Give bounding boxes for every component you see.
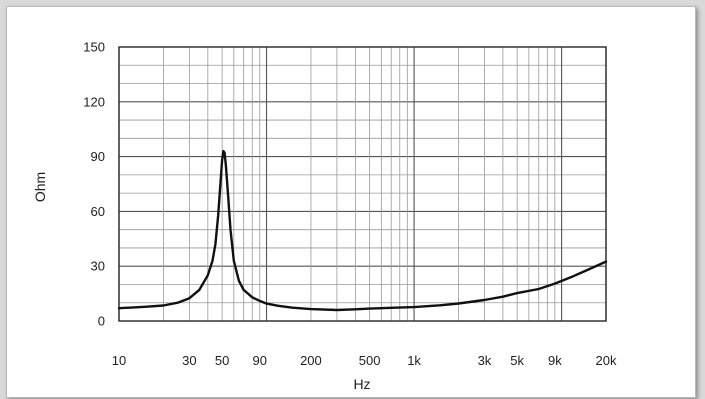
x-tick-label: 500 xyxy=(359,353,381,368)
x-tick-labels: 10 30 50 90 200 500 1k 3k 5k 9k 20k xyxy=(112,353,617,368)
x-tick-label: 1k xyxy=(407,353,421,368)
x-tick-label: 30 xyxy=(182,353,196,368)
y-tick-label: 60 xyxy=(91,204,105,219)
x-tick-label: 9k xyxy=(548,353,562,368)
y-tick-label: 120 xyxy=(83,94,105,109)
plot-area-background xyxy=(119,47,606,321)
x-tick-label: 200 xyxy=(300,353,322,368)
x-tick-label: 90 xyxy=(253,353,267,368)
x-tick-label: 5k xyxy=(510,353,524,368)
series-layer xyxy=(117,149,608,312)
plot-area-border xyxy=(118,46,607,322)
x-tick-label: 10 xyxy=(112,353,126,368)
impedance-curve xyxy=(117,149,608,312)
x-axis-title: Hz xyxy=(353,376,370,392)
chart-frame: 0 30 60 90 120 150 10 30 50 90 200 500 1k 3k 5k 9k 20k … xyxy=(6,6,696,398)
grid-layer xyxy=(118,46,607,322)
y-axis-title: Ohm xyxy=(32,172,48,202)
y-tick-label: 150 xyxy=(83,40,105,55)
y-tick-label: 90 xyxy=(91,149,105,164)
x-tick-label: 50 xyxy=(215,353,229,368)
y-tick-label: 0 xyxy=(98,314,105,329)
x-tick-label: 3k xyxy=(478,353,492,368)
x-tick-label: 20k xyxy=(596,353,617,368)
y-tick-labels: 0 30 60 90 120 150 xyxy=(83,40,105,329)
y-tick-label: 30 xyxy=(91,259,105,274)
